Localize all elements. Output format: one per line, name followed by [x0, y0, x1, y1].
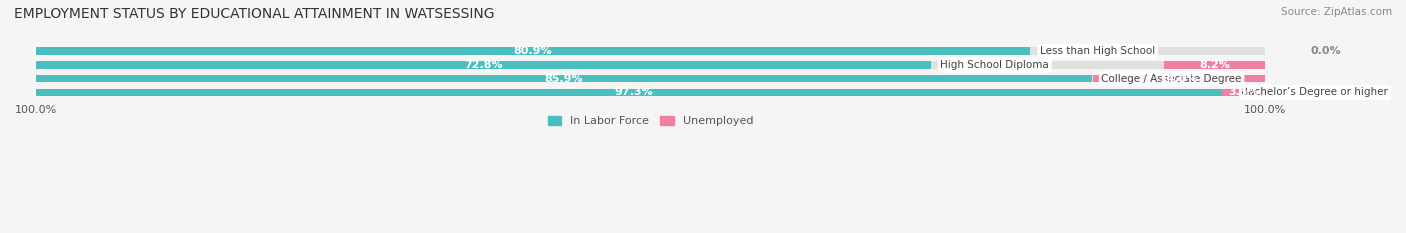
Legend: In Labor Force, Unemployed: In Labor Force, Unemployed — [544, 112, 758, 131]
Text: Less than High School: Less than High School — [1040, 46, 1156, 56]
Bar — [37, 75, 1091, 82]
Text: Source: ZipAtlas.com: Source: ZipAtlas.com — [1281, 7, 1392, 17]
Bar — [37, 61, 1265, 69]
Text: College / Associate Degree: College / Associate Degree — [1101, 74, 1241, 84]
Bar — [37, 48, 1265, 55]
Bar — [37, 89, 1265, 96]
Text: 72.8%: 72.8% — [464, 60, 503, 70]
Bar — [37, 48, 1031, 55]
Text: 14.0%: 14.0% — [1160, 74, 1198, 84]
Text: 97.3%: 97.3% — [614, 87, 654, 97]
Text: 3.5%: 3.5% — [1227, 87, 1258, 97]
Text: 0.0%: 0.0% — [1310, 46, 1341, 56]
Text: 85.9%: 85.9% — [544, 74, 583, 84]
Bar — [37, 89, 1232, 96]
Bar — [1164, 61, 1265, 69]
Bar — [1092, 75, 1265, 82]
Text: Bachelor’s Degree or higher: Bachelor’s Degree or higher — [1241, 87, 1388, 97]
Text: EMPLOYMENT STATUS BY EDUCATIONAL ATTAINMENT IN WATSESSING: EMPLOYMENT STATUS BY EDUCATIONAL ATTAINM… — [14, 7, 495, 21]
Text: High School Diploma: High School Diploma — [941, 60, 1049, 70]
Bar — [37, 61, 931, 69]
Text: 8.2%: 8.2% — [1199, 60, 1230, 70]
Bar — [1222, 89, 1265, 96]
Text: 80.9%: 80.9% — [513, 46, 553, 56]
Bar — [37, 75, 1265, 82]
